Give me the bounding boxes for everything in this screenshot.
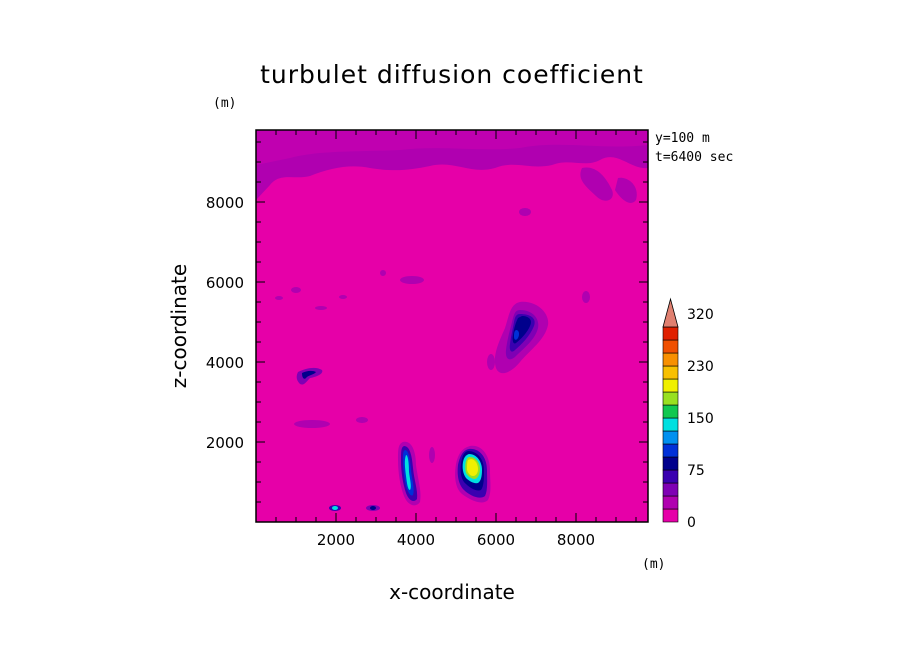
contour-feature-left	[296, 367, 323, 385]
colorbar-label: 230	[687, 359, 714, 375]
x-axis-label: x-coordinate	[389, 580, 515, 604]
colorbar-swatch	[662, 482, 679, 497]
colorbar-swatch	[662, 443, 679, 458]
contour-spot-small	[291, 287, 301, 293]
contour-spot-small	[400, 276, 424, 284]
annotation-t: t=6400 sec	[655, 150, 733, 165]
contour-feature-center-left	[398, 441, 421, 506]
colorbar-swatch	[662, 404, 679, 419]
contour-top-lighter	[256, 130, 648, 165]
y-unit-label: (m)	[213, 96, 236, 111]
contour-feature-upper-right	[494, 301, 549, 374]
contour-top-spot-1	[580, 167, 613, 201]
y-axis-label: z-coordinate	[167, 264, 191, 388]
contour-spot-small	[315, 306, 327, 310]
colorbar-swatch	[662, 365, 679, 380]
contour-spot-small	[429, 447, 435, 463]
x-tick-label: 4000	[397, 531, 435, 549]
colorbar-swatch	[662, 508, 679, 523]
colorbar-label: 75	[687, 463, 705, 479]
annotation-y: y=100 m	[655, 131, 710, 146]
colorbar-label: 150	[687, 411, 714, 427]
contour-spot-small	[294, 420, 330, 428]
x-tick-label: 6000	[477, 531, 515, 549]
background-field	[256, 130, 648, 522]
colorbar-swatch	[662, 352, 679, 367]
contour-spot-small	[519, 208, 531, 216]
y-tick-label: 8000	[206, 194, 244, 212]
contour-top-spot-2	[615, 177, 637, 203]
chart-title: turbulet diffusion coefficient	[260, 60, 644, 89]
colorbar-swatch	[662, 456, 679, 471]
contour-spot-small	[356, 417, 368, 423]
colorbar-label: 320	[687, 307, 714, 323]
colorbar-swatch	[662, 430, 679, 445]
y-tick-label: 4000	[206, 354, 244, 372]
plot-area	[256, 130, 648, 522]
contour-spot-small	[380, 270, 386, 276]
colorbar-label: 0	[687, 515, 696, 531]
contour-spot-small	[582, 291, 590, 303]
colorbar: 0 75 150 230 320	[662, 297, 714, 531]
contour-spot-small	[487, 354, 495, 370]
contour-feature-bottom-left	[329, 505, 380, 511]
axis-ticks: 2000 4000 6000 8000 2000 4000 6000 8000	[206, 130, 648, 549]
colorbar-swatch	[662, 391, 679, 406]
colorbar-swatch	[662, 339, 679, 354]
y-tick-label: 2000	[206, 434, 244, 452]
colorbar-swatch	[662, 495, 679, 510]
contour-feature-center	[455, 445, 491, 503]
plot-frame	[255, 129, 649, 523]
x-tick-label: 2000	[317, 531, 355, 549]
y-tick-label: 6000	[206, 274, 244, 292]
x-tick-label: 8000	[557, 531, 595, 549]
colorbar-swatch	[662, 326, 679, 341]
colorbar-swatch	[662, 378, 679, 393]
colorbar-extend-triangle	[662, 297, 679, 328]
contour-spot-small	[275, 296, 283, 300]
contour-spot-small	[339, 295, 347, 299]
x-unit-label: (m)	[642, 557, 665, 572]
colorbar-swatch	[662, 417, 679, 432]
colorbar-swatch	[662, 469, 679, 484]
